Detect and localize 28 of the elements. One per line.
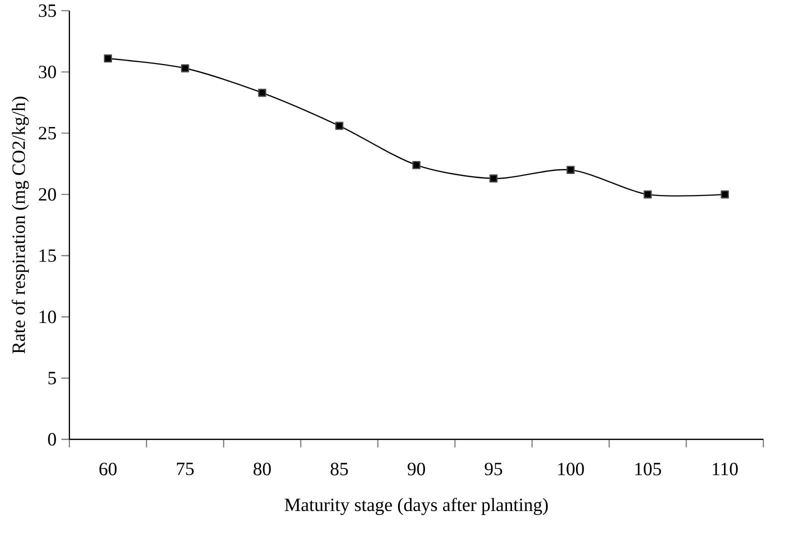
point <box>720 190 729 199</box>
x-tick-label: 85 <box>330 462 348 476</box>
x-tick-label: 95 <box>484 462 502 476</box>
y-axis-title: Rate of respiration (mg CO2/kg/h) <box>12 96 29 354</box>
point <box>644 190 652 199</box>
x-tick-label: 110 <box>712 462 738 476</box>
point <box>335 122 344 130</box>
x-tick-label: 105 <box>635 462 662 476</box>
y-tick-label: 0 <box>48 433 56 446</box>
point <box>412 161 420 170</box>
point <box>489 174 498 183</box>
y-tick-label: 10 <box>40 310 56 324</box>
y-tick-label: 5 <box>48 372 56 385</box>
y-tick-label: 35 <box>38 4 56 18</box>
x-tick-label: 80 <box>254 462 271 476</box>
point <box>104 54 112 63</box>
x-tick-label: 75 <box>176 462 194 476</box>
x-axis-title: Maturity stage (days after planting) <box>284 498 548 516</box>
point <box>566 166 575 174</box>
y-tick-label: 20 <box>38 188 56 201</box>
y-tick-label: 15 <box>40 250 56 262</box>
x-tick-label: 90 <box>408 462 426 476</box>
x-tick-label: 60 <box>99 462 117 476</box>
x-tick-label: 100 <box>558 462 584 476</box>
point <box>181 64 190 73</box>
y-tick-label: 25 <box>38 127 56 140</box>
point <box>258 88 266 98</box>
y-tick-label: 30 <box>38 66 56 78</box>
